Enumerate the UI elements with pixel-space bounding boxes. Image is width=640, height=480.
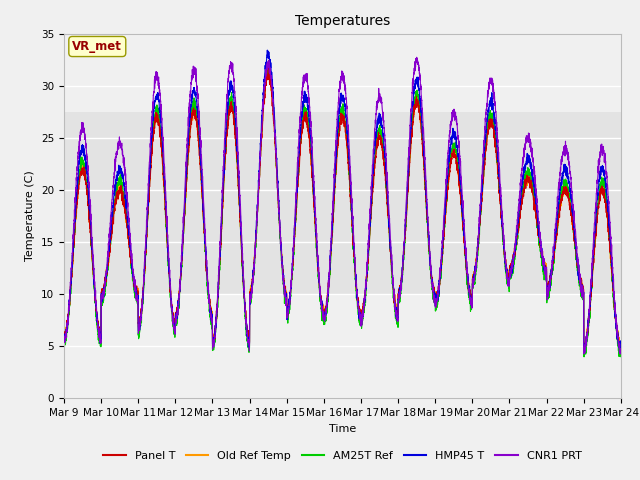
- Text: VR_met: VR_met: [72, 40, 122, 53]
- Title: Temperatures: Temperatures: [295, 14, 390, 28]
- Y-axis label: Temperature (C): Temperature (C): [26, 170, 35, 262]
- Bar: [64, 112, 621, 294]
- Legend: Panel T, Old Ref Temp, AM25T Ref, HMP45 T, CNR1 PRT: Panel T, Old Ref Temp, AM25T Ref, HMP45 …: [99, 447, 586, 466]
- X-axis label: Time: Time: [329, 424, 356, 433]
